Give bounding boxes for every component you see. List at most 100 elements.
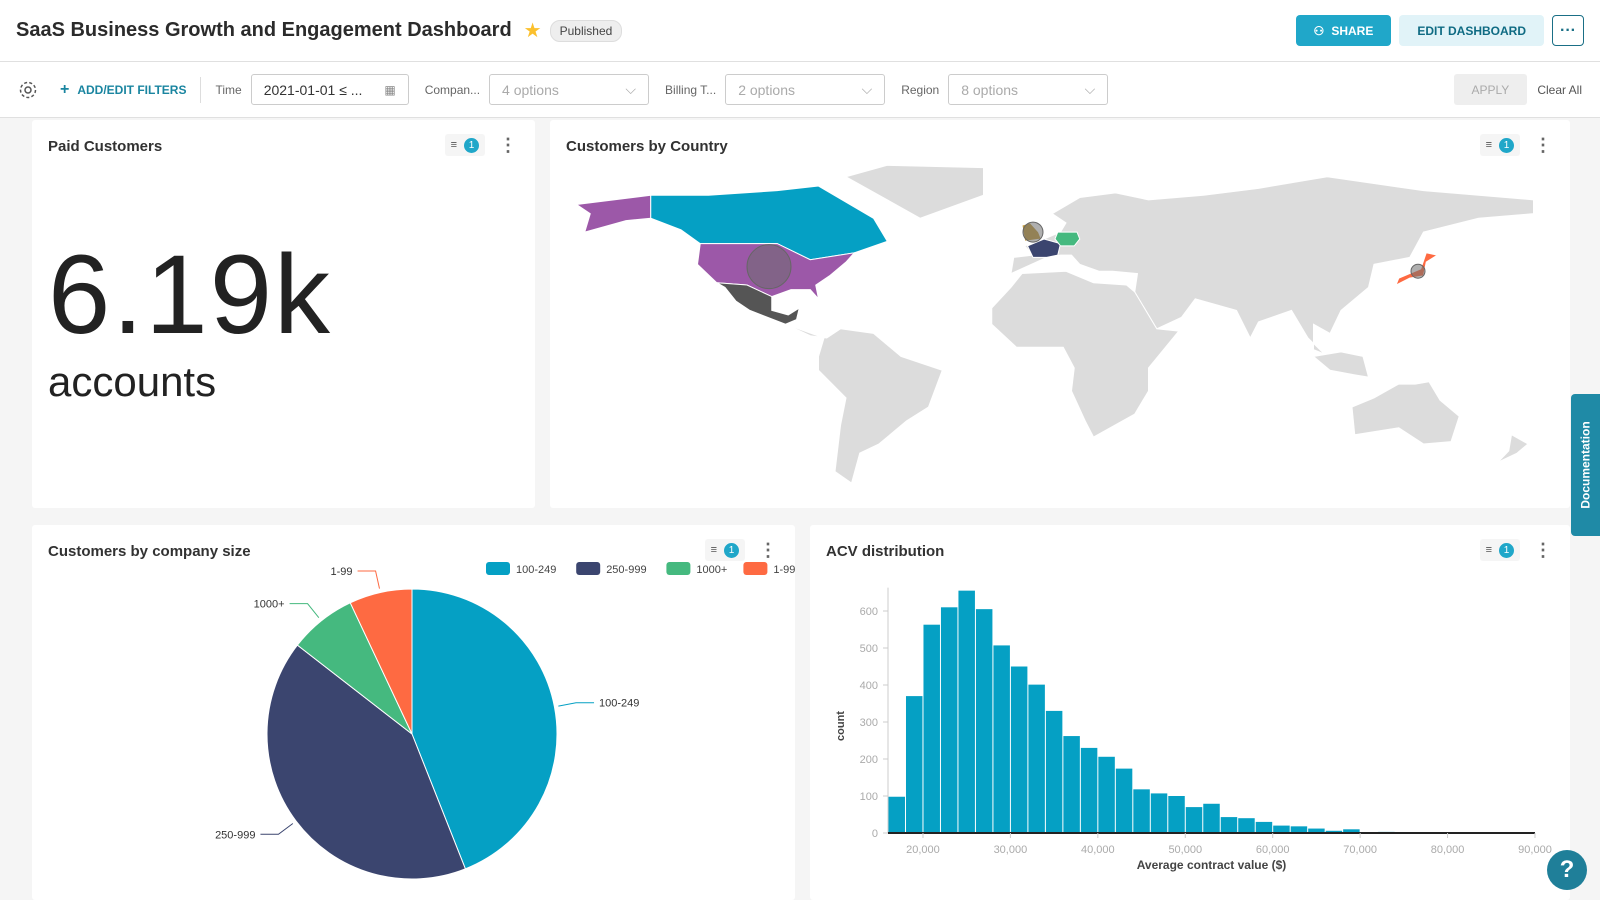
histogram-bar bbox=[1115, 768, 1133, 833]
legend-label: 250-999 bbox=[606, 564, 646, 576]
pie-label: 100-249 bbox=[599, 698, 639, 710]
histogram-bar bbox=[1343, 829, 1360, 833]
company-size-panel: Customers by company size ≡ 1 ⋮ 100-249 25… bbox=[32, 525, 795, 900]
billing-filter-select[interactable]: 2 options ⌵ bbox=[725, 74, 886, 105]
share-user-icon: ⚇ bbox=[1313, 23, 1325, 38]
filter-icon: ≡ bbox=[710, 544, 717, 556]
status-badge[interactable]: Published bbox=[549, 19, 623, 42]
x-tick-label: 40,000 bbox=[1081, 844, 1115, 856]
kebab-menu-icon[interactable]: ⋮ bbox=[1534, 135, 1552, 155]
histogram-bar bbox=[958, 590, 975, 833]
x-axis-title: Average contract value ($) bbox=[1137, 858, 1287, 872]
filter-indicator[interactable]: ≡ 1 bbox=[704, 539, 745, 561]
customers-by-country-panel: Customers by Country ≡ 1 ⋮ bbox=[550, 120, 1570, 508]
documentation-label: Documentation bbox=[1578, 421, 1593, 509]
filter-count: 1 bbox=[1499, 542, 1514, 558]
map-bubble bbox=[1410, 263, 1426, 279]
pie-chart: 100-249 250-999 1000+ 1-99 100-249 250-999 100… bbox=[215, 562, 795, 880]
region-filter-label: Region bbox=[901, 82, 940, 97]
dashboard-title: SaaS Business Growth and Engagement Dash… bbox=[16, 19, 512, 41]
filter-icon: ≡ bbox=[1485, 544, 1492, 556]
legend-swatch bbox=[576, 562, 601, 575]
histogram-bar bbox=[1185, 807, 1203, 833]
panel-controls: ≡ 1 ⋮ bbox=[704, 539, 777, 561]
pie-label-line bbox=[260, 823, 294, 835]
country-australia bbox=[1351, 381, 1460, 445]
panel-title: ACV distribution bbox=[826, 543, 945, 560]
apply-button[interactable]: APPLY bbox=[1453, 74, 1528, 105]
more-options-button[interactable]: ··· bbox=[1552, 15, 1584, 46]
favorite-star-icon[interactable]: ★ bbox=[523, 20, 542, 42]
company-filter-select[interactable]: 4 options ⌵ bbox=[489, 74, 650, 105]
share-button[interactable]: ⚇ SHARE bbox=[1295, 15, 1392, 46]
add-filters-label: ADD/EDIT FILTERS bbox=[77, 82, 187, 97]
region-filter-select[interactable]: 8 options ⌵ bbox=[948, 74, 1109, 105]
calendar-icon: ▦ bbox=[384, 82, 396, 97]
pie-label-line bbox=[357, 570, 380, 589]
filter-indicator[interactable]: ≡ 1 bbox=[444, 134, 485, 156]
filter-indicator[interactable]: ≡ 1 bbox=[1479, 134, 1520, 156]
kebab-menu-icon[interactable]: ⋮ bbox=[1534, 540, 1552, 560]
edit-dashboard-button[interactable]: EDIT DASHBOARD bbox=[1399, 15, 1544, 46]
dashboard-header: SaaS Business Growth and Engagement Dash… bbox=[0, 0, 1600, 62]
kebab-menu-icon[interactable]: ⋮ bbox=[499, 135, 517, 155]
kebab-menu-icon[interactable]: ⋮ bbox=[759, 540, 777, 560]
y-tick-label: 300 bbox=[860, 717, 878, 729]
x-tick-label: 90,000 bbox=[1518, 844, 1552, 856]
pie-label-line bbox=[289, 603, 320, 619]
country-indonesia bbox=[1299, 344, 1370, 378]
histogram-bar bbox=[1063, 736, 1080, 833]
x-tick-label: 80,000 bbox=[1431, 844, 1465, 856]
legend-label: 100-249 bbox=[516, 564, 556, 576]
chevron-down-icon: ⌵ bbox=[1084, 81, 1096, 97]
add-edit-filters-button[interactable]: + ADD/EDIT FILTERS bbox=[60, 81, 186, 99]
pie-slice bbox=[349, 588, 413, 735]
y-tick-label: 200 bbox=[860, 754, 878, 766]
x-tick-label: 60,000 bbox=[1256, 844, 1290, 856]
big-number-value: 6.19k bbox=[48, 232, 332, 357]
pie-label: 250-999 bbox=[215, 829, 255, 841]
histogram-bar bbox=[1325, 830, 1343, 833]
country-france bbox=[1026, 238, 1062, 258]
pie-label: 1-99 bbox=[331, 566, 353, 578]
histogram-bar bbox=[1168, 796, 1185, 833]
y-tick-label: 0 bbox=[872, 828, 878, 840]
clear-all-button[interactable]: Clear All bbox=[1537, 82, 1582, 97]
legend-swatch bbox=[743, 562, 768, 575]
divider bbox=[200, 76, 202, 103]
y-tick-label: 400 bbox=[860, 680, 878, 692]
pie-label-line bbox=[558, 702, 595, 707]
legend-label: 1000+ bbox=[696, 564, 727, 576]
share-label: SHARE bbox=[1331, 23, 1374, 38]
company-filter-label: Compan... bbox=[424, 82, 481, 97]
gear-icon[interactable] bbox=[18, 80, 38, 100]
histogram-bar bbox=[940, 607, 958, 833]
country-south-america bbox=[785, 323, 943, 484]
panel-controls: ≡ 1 ⋮ bbox=[444, 134, 517, 156]
histogram-bar bbox=[1238, 818, 1255, 833]
country-greenland bbox=[844, 164, 984, 219]
time-filter-input[interactable]: 2021-01-01 ≤ ... ▦ bbox=[250, 74, 409, 105]
time-filter-value: 2021-01-01 ≤ ... bbox=[263, 81, 363, 98]
filter-bar: + ADD/EDIT FILTERS Time 2021-01-01 ≤ ... ▦… bbox=[0, 62, 1600, 118]
legend-swatch bbox=[666, 562, 691, 575]
histogram-bar bbox=[1255, 821, 1273, 833]
country-mexico bbox=[716, 282, 801, 325]
histogram-bar bbox=[1220, 817, 1238, 833]
filter-count: 1 bbox=[464, 137, 479, 153]
help-button[interactable]: ? bbox=[1547, 850, 1587, 890]
world-map[interactable] bbox=[571, 163, 1561, 493]
pie-slice bbox=[266, 644, 467, 880]
filter-indicator[interactable]: ≡ 1 bbox=[1479, 539, 1520, 561]
x-tick-label: 50,000 bbox=[1168, 844, 1202, 856]
country-eurasia bbox=[1010, 176, 1534, 355]
big-number-unit: accounts bbox=[48, 358, 217, 405]
map-bubble bbox=[746, 244, 792, 290]
y-tick-label: 600 bbox=[860, 606, 878, 618]
filter-icon: ≡ bbox=[450, 139, 457, 151]
documentation-tab[interactable]: Documentation bbox=[1571, 394, 1600, 536]
billing-filter-label: Billing T... bbox=[665, 82, 717, 97]
y-axis-title: count bbox=[835, 711, 847, 741]
legend-label: 1-99 bbox=[773, 564, 795, 576]
histogram-bar bbox=[1028, 684, 1045, 833]
